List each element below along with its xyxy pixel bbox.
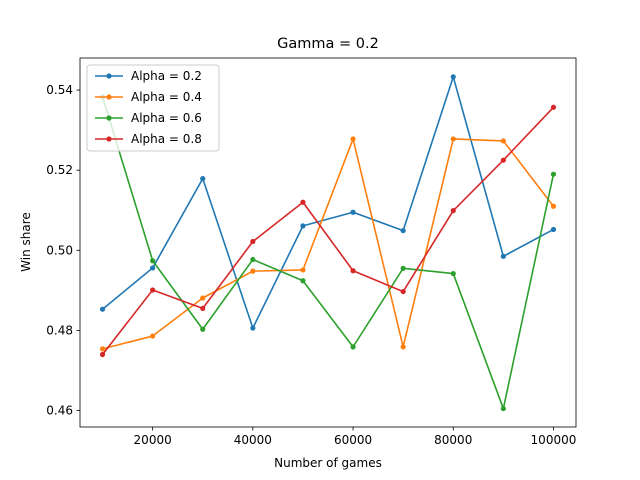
legend-label-1: Alpha = 0.2 xyxy=(131,69,202,83)
series-1-point xyxy=(350,209,356,215)
series-3-point xyxy=(150,258,156,264)
series-2-point xyxy=(550,203,557,209)
chart-title: Gamma = 0.2 xyxy=(277,36,379,52)
y-tick-label: 0.50 xyxy=(46,243,73,257)
legend-label-3: Alpha = 0.6 xyxy=(131,111,202,125)
series-3-point xyxy=(350,344,356,350)
series-1-point xyxy=(450,74,456,80)
x-tick-label: 60000 xyxy=(334,433,372,447)
plot-area: 20000 40000 60000 80000 100000 0.46 0.48 0.50 0.… xyxy=(46,57,577,447)
series-1-point xyxy=(300,223,306,229)
legend-marker-2 xyxy=(106,94,112,100)
x-axis-label: Number of games xyxy=(274,456,382,470)
x-tick-label: 20000 xyxy=(134,433,172,447)
series-line-2 xyxy=(102,138,555,350)
series-4-point xyxy=(400,288,406,295)
y-tick-label: 0.48 xyxy=(46,323,73,337)
series-2-point xyxy=(350,136,356,142)
series-2-point xyxy=(400,344,406,350)
series-2-point xyxy=(300,267,306,273)
series-2-point xyxy=(99,346,106,352)
series-3-point xyxy=(550,171,557,177)
legend-label-4: Alpha = 0.8 xyxy=(131,132,202,146)
x-tick-label: 40000 xyxy=(234,433,272,447)
x-tick-label: 80000 xyxy=(434,433,472,447)
series-2-point xyxy=(250,268,256,274)
series-1-point xyxy=(150,265,156,271)
series-4-point xyxy=(250,238,256,245)
series-1-point xyxy=(99,306,106,312)
series-4-point xyxy=(550,104,557,110)
series-3-point xyxy=(500,405,506,412)
series-2-point xyxy=(450,136,456,142)
y-tick-label: 0.46 xyxy=(46,404,73,418)
y-tick-label: 0.52 xyxy=(46,163,73,177)
legend-marker-4 xyxy=(106,136,112,142)
series-1-point xyxy=(200,175,206,182)
series-1-point xyxy=(500,253,506,259)
series-3-point xyxy=(300,278,306,284)
legend-marker-1 xyxy=(106,73,112,79)
legend-label-2: Alpha = 0.4 xyxy=(131,90,202,104)
legend-marker-3 xyxy=(106,115,112,121)
series-4-point xyxy=(150,287,156,293)
series-line-1 xyxy=(102,76,554,329)
series-4-point xyxy=(500,157,506,163)
series-1-point xyxy=(250,325,256,331)
y-axis-label: Win share xyxy=(19,212,33,272)
series-1-point xyxy=(400,228,406,234)
x-tick-label: 100000 xyxy=(531,433,577,447)
legend-box xyxy=(86,64,220,152)
series-line-4 xyxy=(101,106,555,355)
series-4-point xyxy=(200,305,206,312)
series-2-point xyxy=(500,138,506,144)
series-3-point xyxy=(450,270,456,277)
legend: Alpha = 0.2 Alpha = 0.4 Alpha = 0.6 Alpha =… xyxy=(86,64,220,152)
series-1-point xyxy=(550,226,557,233)
series-4-point xyxy=(450,208,456,214)
series-3-point xyxy=(250,256,256,263)
series-2-point xyxy=(150,333,156,339)
series-3-point xyxy=(400,265,406,271)
series-4-point xyxy=(300,199,306,205)
axes-frame xyxy=(79,57,577,428)
series-3-point xyxy=(200,326,206,332)
series-2-point xyxy=(200,295,206,301)
series-4-point xyxy=(99,351,106,358)
y-tick-label: 0.54 xyxy=(46,83,73,97)
series-line-3 xyxy=(101,96,555,410)
series-4-point xyxy=(350,268,356,274)
